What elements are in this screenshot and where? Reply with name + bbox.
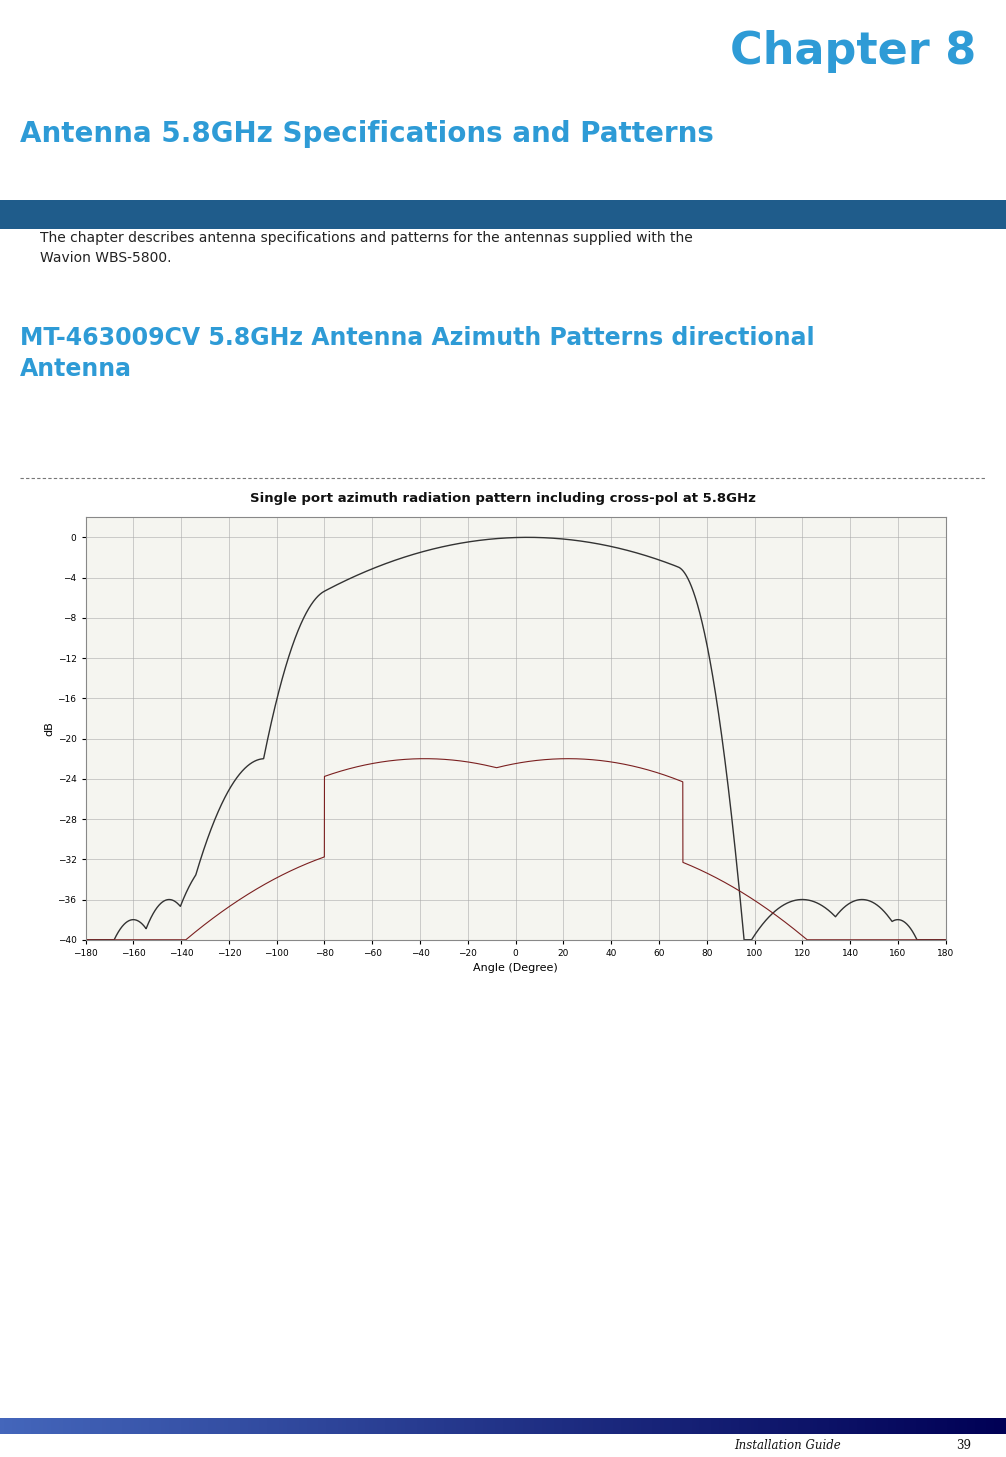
Text: Chapter 8: Chapter 8 (729, 31, 976, 73)
Text: Single port azimuth radiation pattern including cross-pol at 5.8GHz: Single port azimuth radiation pattern in… (250, 492, 756, 504)
Text: MT-463009CV 5.8GHz Antenna Azimuth Patterns directional
Antenna: MT-463009CV 5.8GHz Antenna Azimuth Patte… (20, 326, 815, 380)
X-axis label: Angle (Degree): Angle (Degree) (473, 963, 558, 973)
Text: The chapter describes antenna specifications and patterns for the antennas suppl: The chapter describes antenna specificat… (40, 230, 693, 265)
Y-axis label: dB: dB (44, 721, 54, 736)
Text: Antenna 5.8GHz Specifications and Patterns: Antenna 5.8GHz Specifications and Patter… (20, 119, 714, 147)
Text: Installation Guide: Installation Guide (734, 1440, 841, 1451)
Text: 39: 39 (956, 1440, 971, 1451)
